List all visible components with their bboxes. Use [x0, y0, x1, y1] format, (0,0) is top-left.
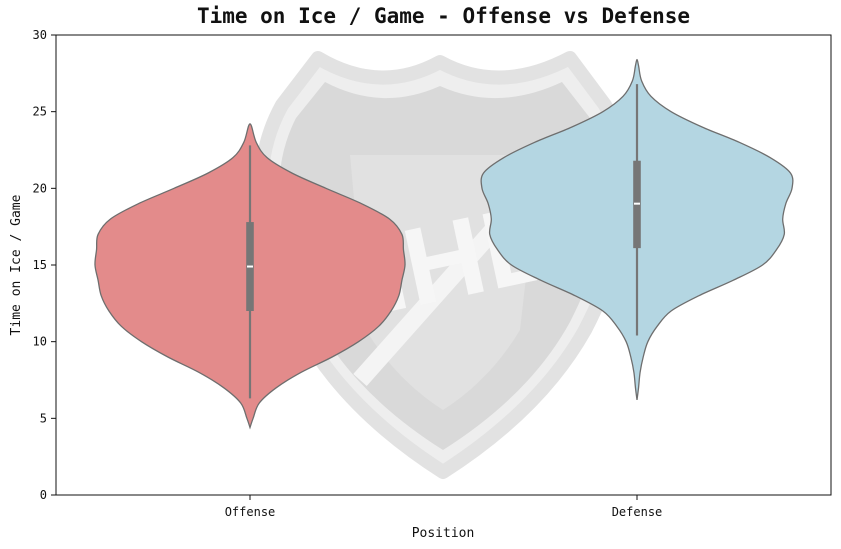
- y-axis: 0 5 10 15 20 25 30: [33, 28, 56, 502]
- violin-offense: [94, 123, 406, 430]
- y-tick-label: 20: [33, 181, 47, 195]
- chart-title: Time on Ice / Game - Offense vs Defense: [196, 4, 691, 28]
- y-tick-label: 25: [33, 105, 47, 119]
- y-axis-label: Time on Ice / Game: [9, 194, 24, 335]
- x-tick-label: Defense: [612, 505, 663, 519]
- x-axis-label: Position: [412, 526, 475, 541]
- y-tick-label: 30: [33, 28, 47, 42]
- y-tick-label: 0: [40, 488, 47, 502]
- y-tick-label: 5: [40, 411, 47, 425]
- violin-layer: [94, 58, 794, 430]
- x-axis: Offense Defense: [225, 495, 663, 519]
- y-tick-label: 15: [33, 258, 47, 272]
- y-tick-label: 10: [33, 335, 47, 349]
- violin-defense: [480, 58, 794, 401]
- x-tick-label: Offense: [225, 505, 276, 519]
